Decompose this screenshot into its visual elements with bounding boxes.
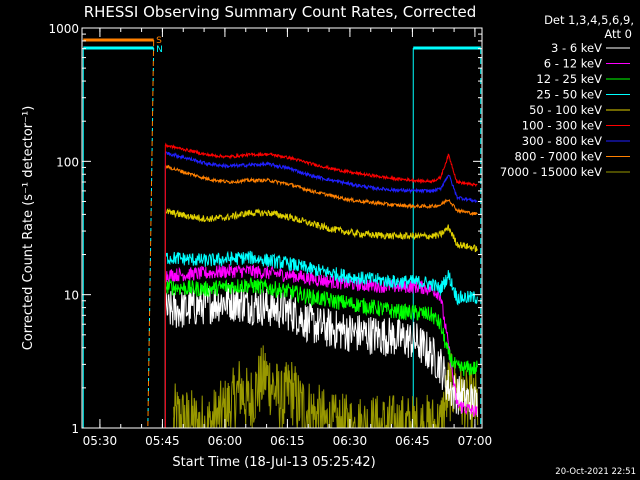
- series-line-100-300keV: [164, 142, 478, 188]
- plot-area: 05:30 05:45 06:00 06:15 06:30 06:45 07:00 1101…: [48, 22, 492, 448]
- chart-title: RHESSI Observing Summary Count Rates, Co…: [84, 3, 477, 21]
- flag-labels: SN: [156, 36, 163, 55]
- series-line-25-50keV: [164, 250, 478, 306]
- x-tick-label: 06:45: [395, 434, 430, 448]
- y-tick-label: 1: [71, 422, 79, 436]
- x-tick-label: 05:45: [145, 434, 180, 448]
- legend-label: 7000 - 15000 keV: [500, 165, 602, 179]
- y-tick-label: 10: [64, 289, 79, 303]
- series-line-6-12keV: [165, 264, 478, 417]
- x-tick-label: 06:30: [333, 434, 368, 448]
- saa-flag-edge: [147, 39, 155, 429]
- legend-label: 25 - 50 keV: [536, 88, 602, 102]
- y-axis-ticks: 1 10 100 1000: [48, 22, 482, 436]
- legend-header-line-2: Att 0: [604, 27, 632, 41]
- legend: Det 1,3,4,5,6,9, Att 0 3 - 6 keV 6 - 12 k…: [500, 13, 634, 179]
- series-line-50-100keV: [164, 207, 478, 253]
- x-tick-label: 06:00: [208, 434, 243, 448]
- series-line-7000-15000keV: [173, 345, 479, 429]
- x-axis-ticks: 05:30 05:45 06:00 06:15 06:30 06:45 07:00: [83, 28, 493, 448]
- flag-lines: [82, 38, 482, 429]
- legend-label: 12 - 25 keV: [536, 72, 602, 86]
- x-tick-label: 07:00: [458, 434, 493, 448]
- series-layer: [164, 142, 479, 429]
- x-tick-label: 05:30: [83, 434, 118, 448]
- series-line-300-800keV: [164, 151, 478, 204]
- series-line-800-7000keV: [164, 164, 478, 217]
- x-axis-label: Start Time (18-Jul-13 05:25:42): [172, 455, 375, 470]
- series-line-12-25keV: [164, 277, 478, 377]
- legend-label: 50 - 100 keV: [529, 103, 602, 117]
- legend-label: 6 - 12 keV: [544, 57, 602, 71]
- footer-date: 20-Oct-2021 22:51: [555, 467, 636, 477]
- legend-label: 3 - 6 keV: [551, 41, 602, 55]
- x-tick-label: 06:15: [270, 434, 305, 448]
- night-flag-edge: [147, 47, 155, 429]
- y-tick-label: 100: [56, 155, 79, 169]
- legend-header-line-1: Det 1,3,4,5,6,9,: [544, 13, 634, 27]
- legend-label: 800 - 7000 keV: [514, 150, 602, 164]
- flag-label-n: N: [156, 45, 163, 55]
- flag-label-s: S: [156, 36, 162, 46]
- y-tick-label: 1000: [48, 22, 79, 36]
- plot-frame: [81, 27, 483, 429]
- y-axis-label: Corrected Count Rate (s⁻¹ detector⁻¹): [21, 106, 36, 351]
- legend-label: 100 - 300 keV: [522, 119, 602, 133]
- series-line-3-6keV: [164, 283, 478, 420]
- legend-label: 300 - 800 keV: [522, 134, 602, 148]
